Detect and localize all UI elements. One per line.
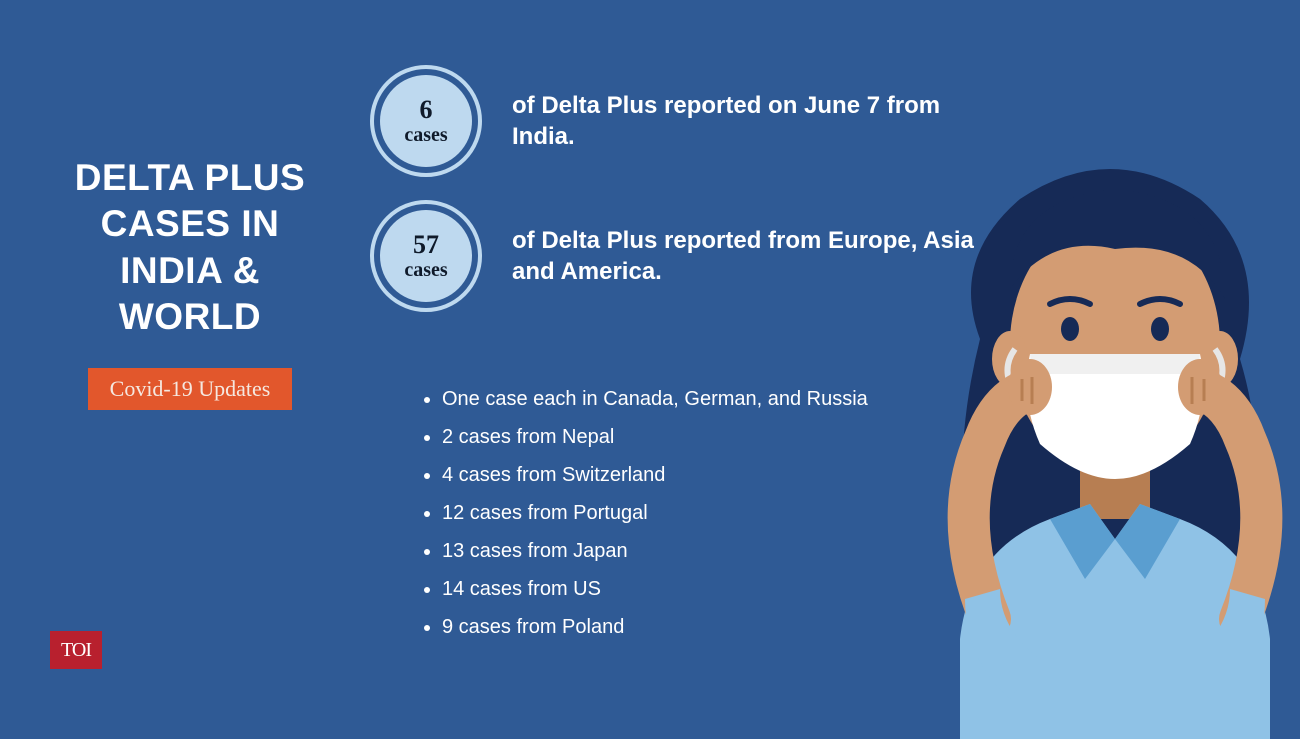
- list-item: 14 cases from US: [442, 570, 868, 608]
- toi-logo: TOI: [50, 631, 102, 669]
- stat-number: 57: [413, 231, 439, 260]
- page-title: DELTA PLUS CASES IN INDIA & WORLD: [45, 155, 335, 340]
- woman-mask-illustration-icon: [890, 139, 1300, 739]
- stat-unit: cases: [404, 124, 447, 146]
- stat-unit: cases: [404, 259, 447, 281]
- stat-number: 6: [420, 96, 433, 125]
- list-item: 12 cases from Portugal: [442, 494, 868, 532]
- list-item: 2 cases from Nepal: [442, 418, 868, 456]
- list-item: 4 cases from Switzerland: [442, 456, 868, 494]
- stat-circle-inner: 6 cases: [380, 75, 472, 167]
- left-column: DELTA PLUS CASES IN INDIA & WORLD Covid-…: [45, 155, 335, 410]
- list-item: 13 cases from Japan: [442, 532, 868, 570]
- list-item: 9 cases from Poland: [442, 608, 868, 646]
- stat-circle-inner: 57 cases: [380, 210, 472, 302]
- stat-circle: 57 cases: [370, 200, 482, 312]
- list-item: One case each in Canada, German, and Rus…: [442, 380, 868, 418]
- stat-circle: 6 cases: [370, 65, 482, 177]
- bullet-list: One case each in Canada, German, and Rus…: [420, 380, 868, 646]
- covid-updates-badge: Covid-19 Updates: [88, 368, 293, 410]
- country-cases-list: One case each in Canada, German, and Rus…: [420, 380, 868, 646]
